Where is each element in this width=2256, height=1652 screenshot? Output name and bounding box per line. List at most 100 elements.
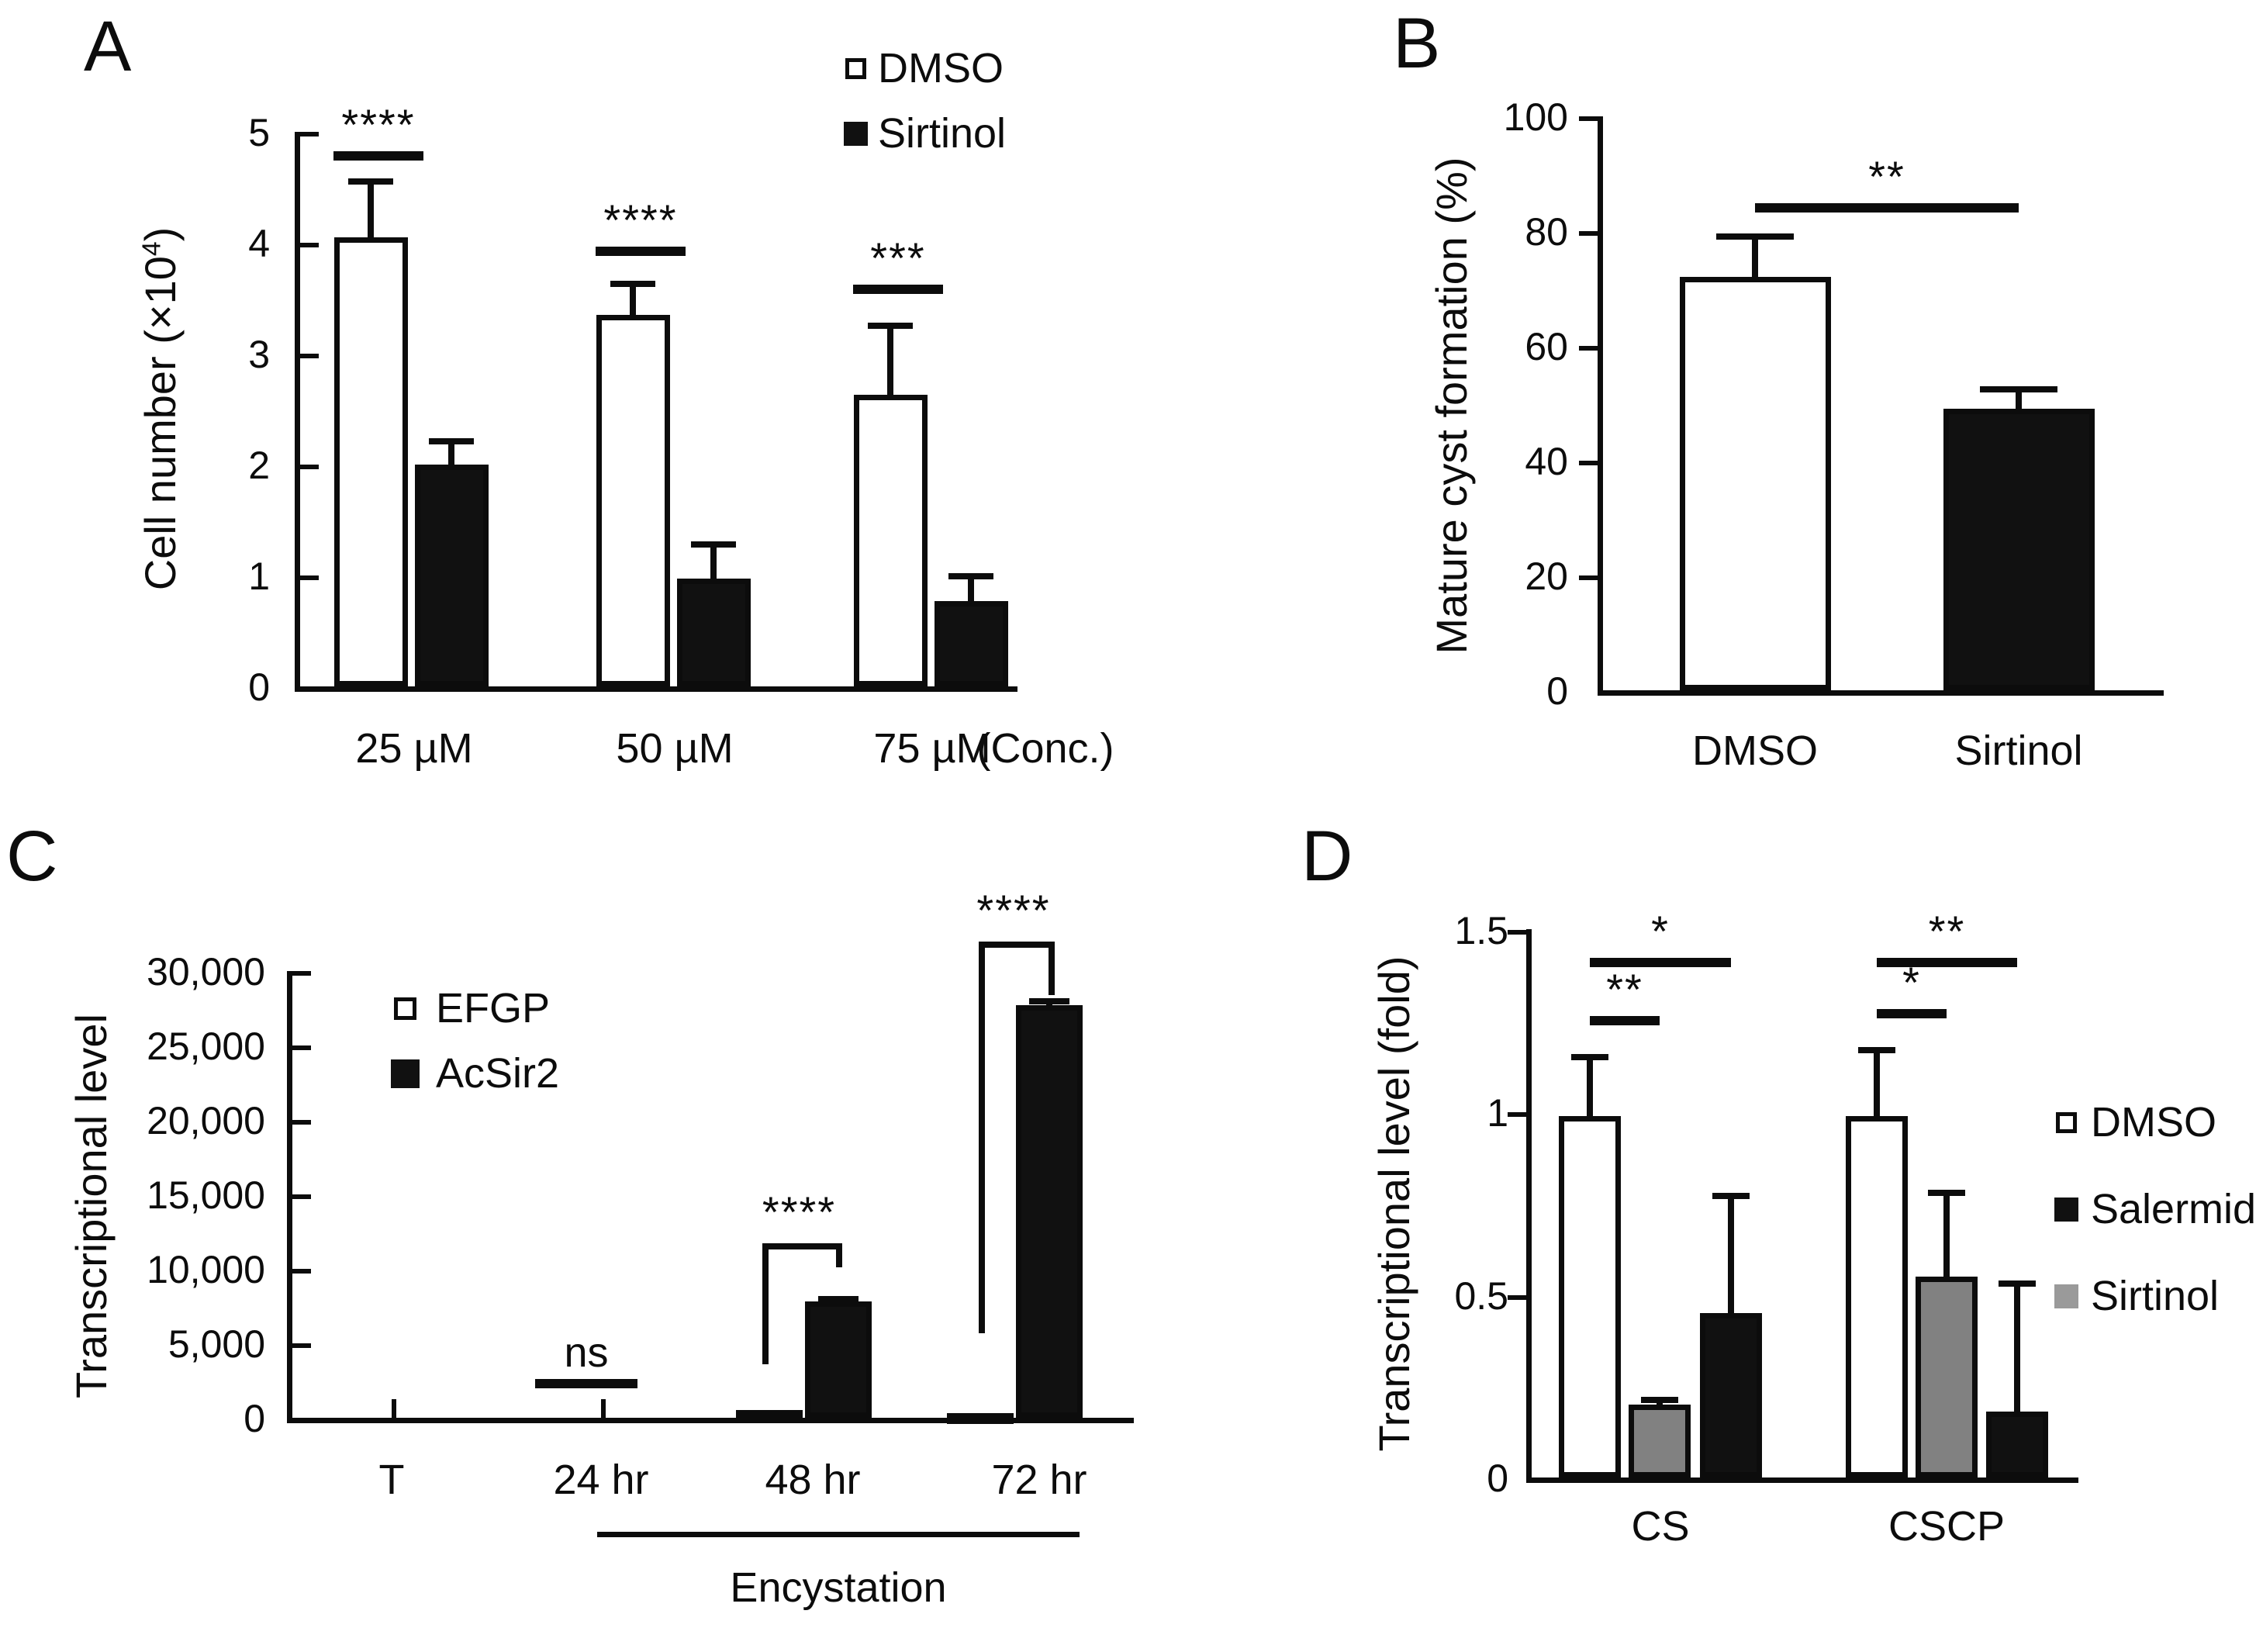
- x-category-label: 24 hr: [553, 1457, 649, 1503]
- y-axis: [295, 132, 300, 692]
- encystation-label: Encystation: [730, 1564, 947, 1611]
- x-axis-unit-label: (Conc.): [976, 725, 1114, 772]
- y-tick-label: 2: [248, 444, 270, 487]
- bar-dmso: [596, 314, 670, 686]
- encystation-underline: [597, 1532, 1080, 1537]
- y-tick: [1508, 929, 1526, 935]
- bar-salermide: [1700, 1313, 1762, 1477]
- significance-label: ****: [341, 100, 416, 150]
- significance-label: **: [1928, 906, 1966, 956]
- error-bar: [968, 576, 974, 601]
- error-bar-cap: [1571, 1054, 1608, 1061]
- error-bar: [887, 326, 893, 395]
- y-tick: [1579, 231, 1598, 236]
- legend-swatch-salermide: [2054, 1197, 2078, 1222]
- significance-label: *: [1902, 957, 1921, 1007]
- panel-a-y-axis-title: Cell number (×104): [136, 227, 185, 591]
- y-tick-label: 100: [1503, 95, 1568, 139]
- y-tick-label: 40: [1525, 440, 1568, 483]
- significance-line: [1590, 1016, 1660, 1026]
- y-tick: [1508, 1294, 1526, 1300]
- significance-bracket-leg: [762, 1243, 769, 1364]
- significance-label: ****: [603, 195, 678, 245]
- y-tick: [300, 354, 319, 358]
- y-tick-label: 20,000: [147, 1099, 265, 1142]
- y-tick: [1508, 1112, 1526, 1117]
- error-bar-cap: [348, 178, 393, 185]
- significance-label: **: [1606, 965, 1643, 1014]
- bar-efgp: [947, 1413, 1014, 1424]
- y-tick: [1579, 346, 1598, 351]
- error-bar: [2014, 1284, 2020, 1412]
- panel-letter-b: B: [1393, 4, 1441, 83]
- x-axis: [1598, 690, 2164, 696]
- y-tick: [292, 1045, 311, 1050]
- error-bar-cap: [1928, 1189, 1965, 1196]
- error-bar-cap: [1641, 1397, 1678, 1404]
- y-tick: [300, 575, 319, 580]
- significance-bracket-leg: [1049, 941, 1055, 995]
- bar-sirtinol: [676, 579, 751, 686]
- x-category-label: T: [378, 1457, 405, 1503]
- significance-bracket-leg: [836, 1243, 842, 1268]
- y-tick-label: 1: [248, 555, 270, 598]
- legend-label-acsir2: AcSir2: [436, 1050, 560, 1097]
- significance-label: ****: [762, 1187, 837, 1237]
- y-tick: [300, 465, 319, 469]
- y-tick-label: 10,000: [147, 1248, 265, 1291]
- y-tick-label: 0: [248, 665, 270, 709]
- x-axis: [1526, 1477, 2078, 1483]
- bar-sirtinol: [1916, 1276, 1978, 1477]
- significance-line: [535, 1378, 637, 1388]
- error-bar-cap: [691, 541, 736, 548]
- x-category-label: CS: [1631, 1503, 1690, 1550]
- bar-dmso: [853, 394, 928, 686]
- significance-label: ***: [870, 233, 926, 283]
- y-tick-label: 60: [1525, 325, 1568, 368]
- legend-swatch-dmso: [845, 57, 866, 79]
- panel-letter-c: C: [6, 817, 58, 896]
- legend-label-sirtinol: Sirtinol: [878, 110, 1007, 157]
- legend-label-dmso: DMSO: [2091, 1099, 2216, 1146]
- x-category-label: CSCP: [1888, 1503, 2006, 1550]
- x-category-label: Sirtinol: [1954, 728, 2083, 774]
- significance-label: ****: [976, 885, 1051, 935]
- bar-sirtinol: [1943, 409, 2095, 690]
- error-bar-cap: [1980, 385, 2057, 392]
- error-bar: [630, 283, 636, 315]
- y-title-text: Cell number (×10: [136, 256, 185, 591]
- x-category-label: 72 hr: [991, 1457, 1087, 1503]
- legend-swatch-dmso: [2055, 1111, 2077, 1133]
- y-tick-label: 0: [244, 1397, 265, 1440]
- significance-line: [1877, 957, 2017, 967]
- y-tick: [292, 1269, 311, 1274]
- y-axis: [1598, 116, 1603, 696]
- error-bar: [1587, 1057, 1593, 1116]
- legend-label-sirtinol: Sirtinol: [2091, 1273, 2220, 1319]
- error-bar-cap: [1858, 1046, 1895, 1053]
- bar-efgp: [736, 1410, 803, 1422]
- error-bar: [2016, 389, 2022, 410]
- y-tick: [1579, 461, 1598, 465]
- error-bar: [448, 441, 454, 465]
- legend-label-dmso: DMSO: [878, 45, 1004, 92]
- bar-acsir2: [805, 1301, 872, 1418]
- legend-swatch-sirtinol: [2054, 1284, 2078, 1308]
- bar-sirtinol: [934, 600, 1008, 686]
- error-bar: [1752, 237, 1758, 278]
- error-bar: [368, 181, 374, 237]
- y-tick-label: 20: [1525, 555, 1568, 598]
- significance-line: [853, 285, 943, 295]
- error-bar-cap: [1029, 998, 1069, 1005]
- bar-dmso: [1846, 1115, 1908, 1477]
- significance-label: **: [1868, 152, 1905, 202]
- y-tick: [292, 1343, 311, 1348]
- y-tick-label: 1: [1487, 1091, 1508, 1135]
- x-tick: [392, 1399, 396, 1418]
- y-tick: [1579, 116, 1598, 121]
- error-bar-cap: [1999, 1280, 2036, 1287]
- error-bar-cap: [429, 437, 474, 444]
- error-bar: [710, 544, 717, 579]
- y-tick-label: 5: [248, 111, 270, 154]
- significance-line: [333, 151, 423, 161]
